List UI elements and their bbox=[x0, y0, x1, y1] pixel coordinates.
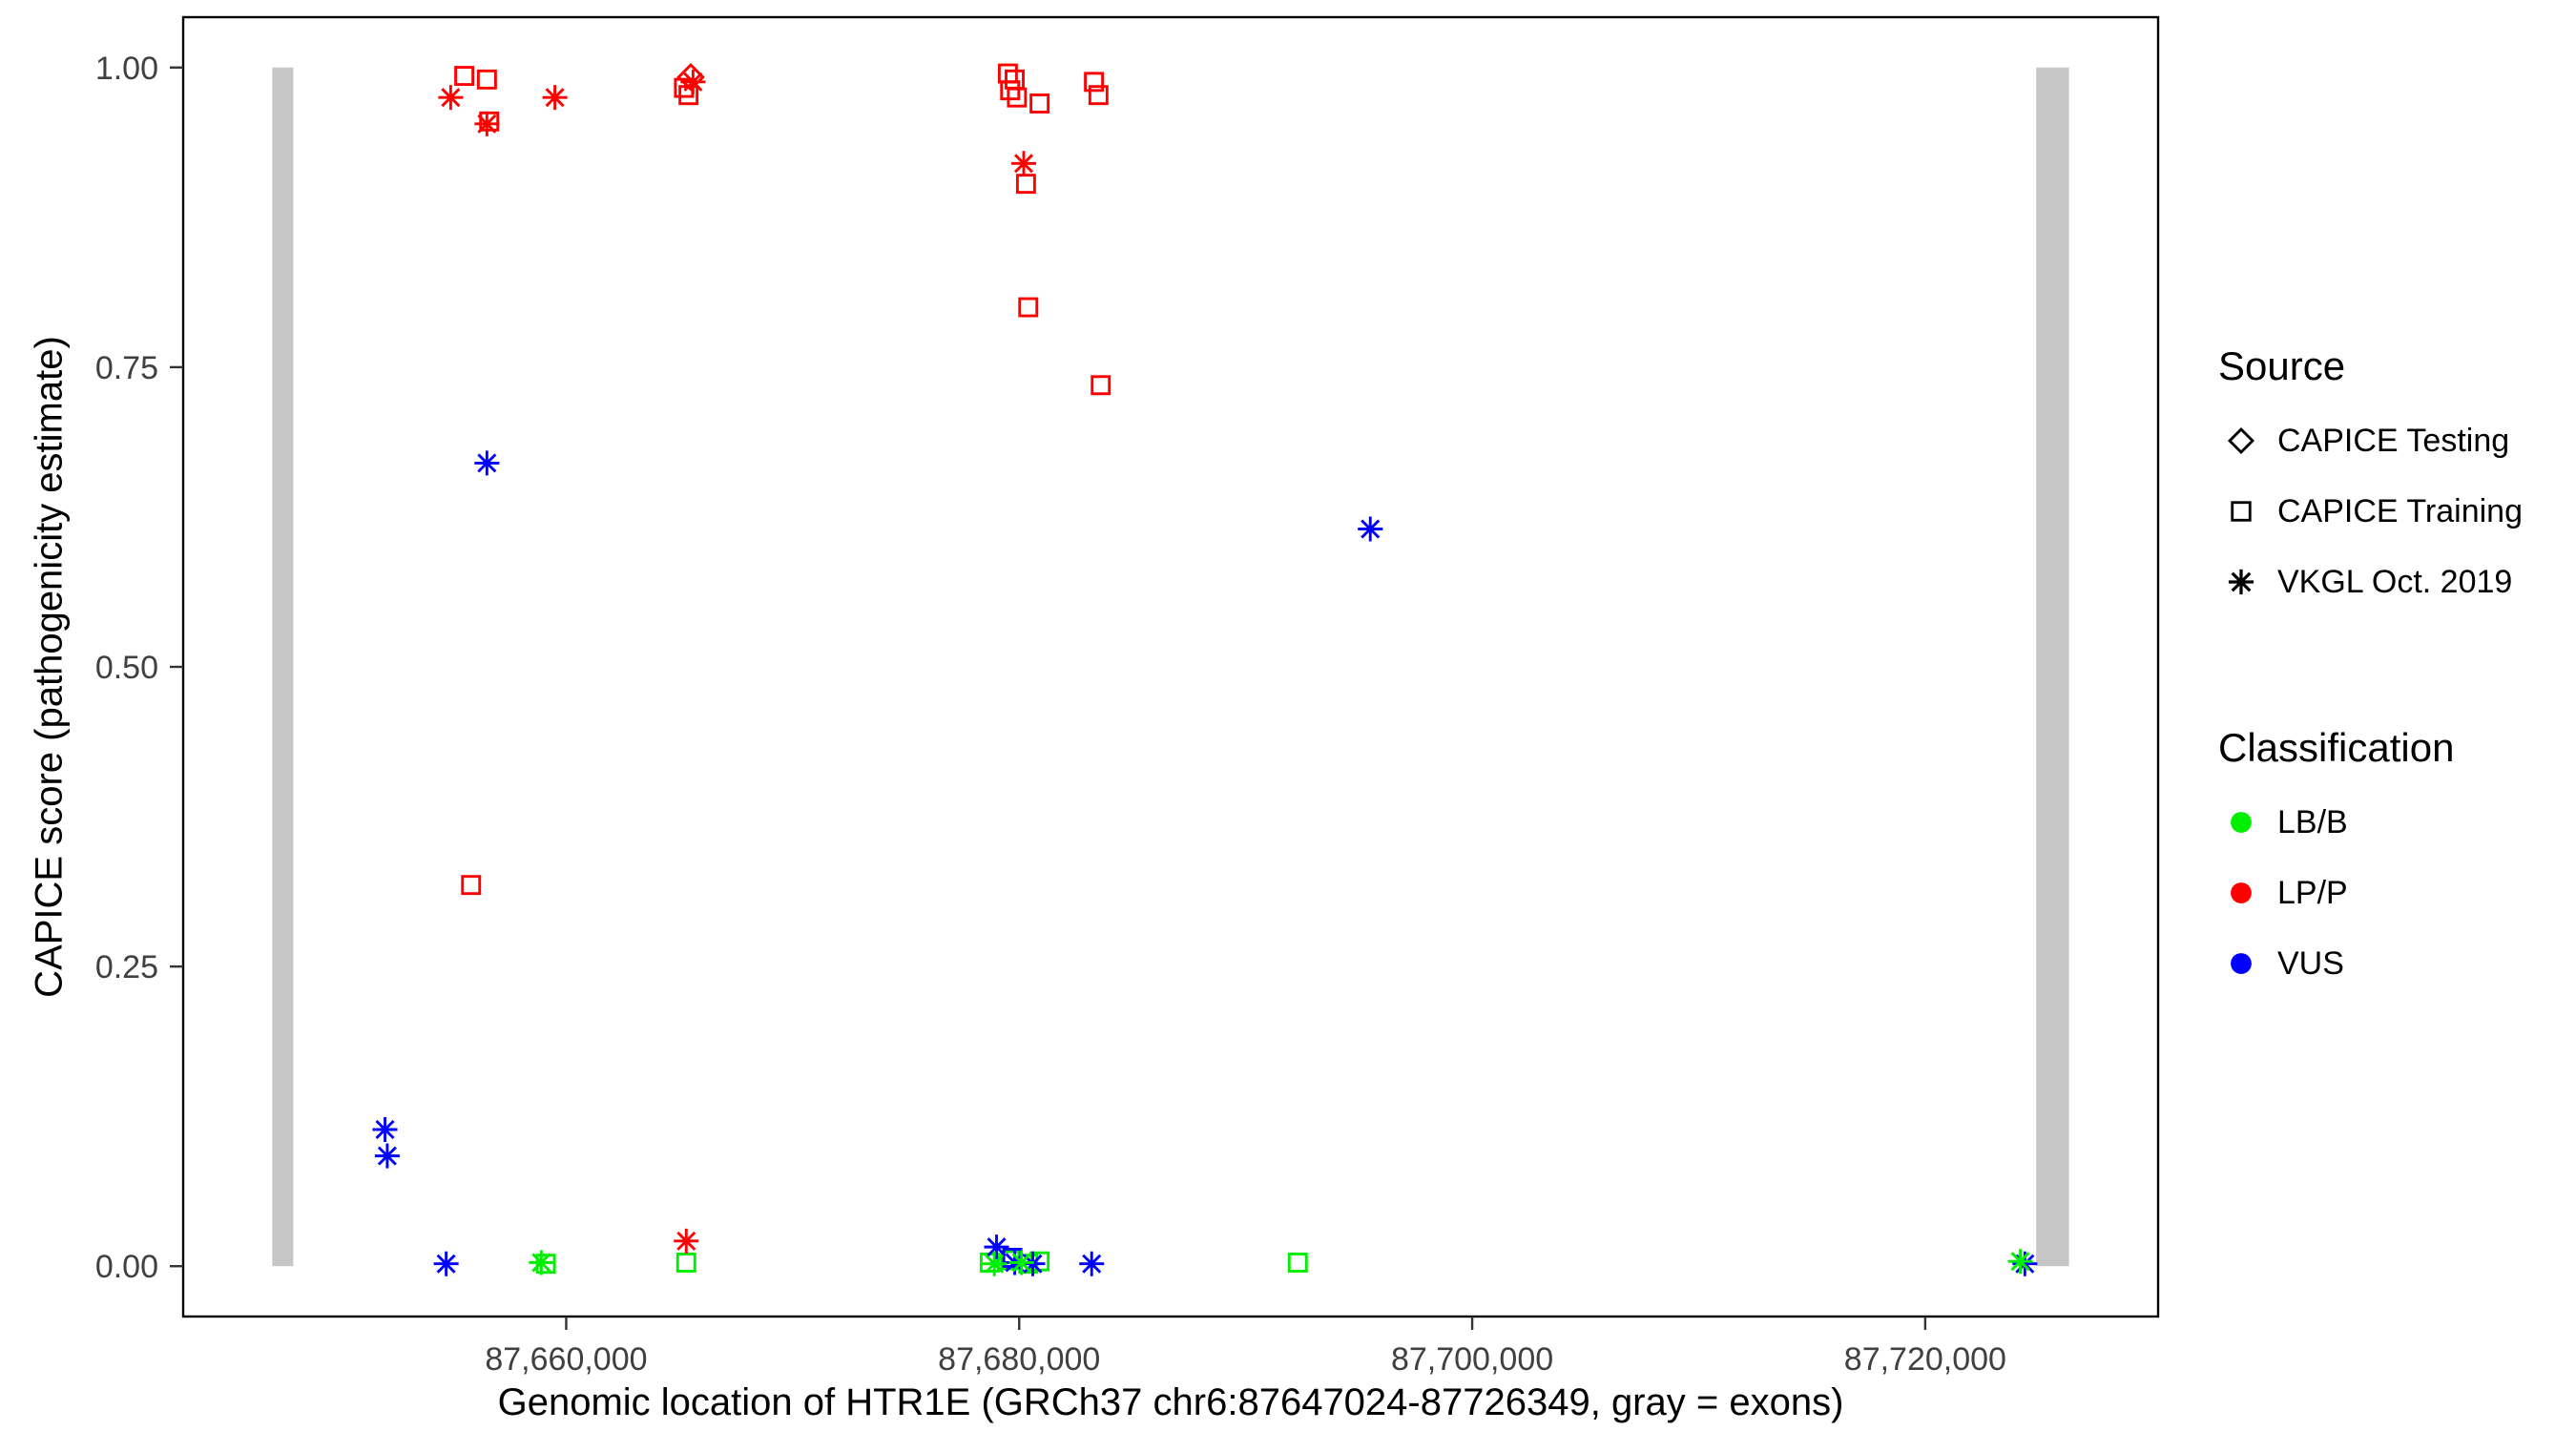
y-tick-label: 0.00 bbox=[95, 1249, 158, 1285]
data-point-asterisk bbox=[374, 1143, 400, 1169]
data-point-asterisk bbox=[433, 1251, 459, 1276]
data-point-asterisk bbox=[2007, 1249, 2033, 1275]
green-dot-icon bbox=[2231, 812, 2252, 833]
data-point-square bbox=[479, 111, 500, 132]
x-axis-title: Genomic location of HTR1E (GRCh37 chr6:8… bbox=[497, 1381, 1844, 1423]
data-point-square bbox=[1084, 72, 1105, 93]
x-tick-label: 87,680,000 bbox=[938, 1341, 1100, 1378]
legend-item-label: LB/B bbox=[2277, 803, 2348, 840]
legend-item-label: CAPICE Testing bbox=[2277, 422, 2510, 459]
data-point-square bbox=[454, 66, 475, 87]
x-tick-label: 87,720,000 bbox=[1844, 1341, 2006, 1378]
data-point-asterisk bbox=[529, 1250, 554, 1275]
legend-item-capice-testing: CAPICE Testing bbox=[2218, 418, 2523, 464]
legend-source-title: Source bbox=[2218, 343, 2346, 388]
data-point-square bbox=[1005, 69, 1025, 90]
legend-classification-title: Classification bbox=[2218, 725, 2455, 770]
x-tick-label: 87,700,000 bbox=[1391, 1341, 1553, 1378]
data-point-square bbox=[1007, 87, 1028, 108]
data-point-square bbox=[1287, 1253, 1308, 1273]
data-point-asterisk bbox=[680, 69, 706, 94]
y-tick-label: 0.75 bbox=[95, 350, 158, 386]
legend-item-label: CAPICE Training bbox=[2277, 492, 2523, 529]
data-point-asterisk bbox=[982, 1251, 1008, 1276]
data-point-asterisk bbox=[984, 1234, 1009, 1260]
legend-item-label: VUS bbox=[2277, 944, 2344, 982]
y-axis-title: CAPICE score (pathogenicity estimate) bbox=[28, 336, 71, 998]
diamond-icon bbox=[2227, 426, 2255, 455]
data-point-asterisk bbox=[474, 450, 500, 476]
y-tick-label: 0.50 bbox=[95, 650, 158, 686]
data-point-square bbox=[997, 63, 1018, 84]
legend-item-vus: VUS bbox=[2218, 941, 2523, 986]
y-tick-label: 1.00 bbox=[95, 51, 158, 87]
data-point-asterisk bbox=[674, 1228, 699, 1254]
legend-item-lpp: LP/P bbox=[2218, 870, 2523, 916]
square-icon bbox=[2231, 501, 2252, 522]
data-point-asterisk bbox=[474, 111, 500, 136]
y-tick-label: 0.25 bbox=[95, 949, 158, 985]
asterisk-icon bbox=[2228, 569, 2254, 595]
x-tick-label: 87,660,000 bbox=[485, 1341, 647, 1378]
legend-item-label: VKGL Oct. 2019 bbox=[2277, 563, 2513, 600]
data-point-square bbox=[1018, 297, 1039, 318]
legend-item-capice-training: CAPICE Training bbox=[2218, 488, 2523, 534]
blue-dot-icon bbox=[2231, 953, 2252, 974]
data-point-square bbox=[1091, 375, 1111, 396]
data-point-asterisk bbox=[1008, 1250, 1034, 1275]
data-point-square bbox=[1088, 85, 1109, 106]
data-point-square bbox=[1000, 80, 1021, 101]
legend-item-label: LP/P bbox=[2277, 874, 2348, 911]
data-point-square bbox=[476, 69, 497, 90]
exon-bar bbox=[2036, 67, 2069, 1267]
exon-bar bbox=[272, 67, 294, 1267]
data-point-asterisk bbox=[2012, 1251, 2038, 1276]
data-point-square bbox=[461, 875, 482, 896]
data-point-square bbox=[678, 85, 699, 106]
data-point-asterisk bbox=[542, 85, 568, 111]
data-point-asterisk bbox=[1358, 516, 1383, 542]
data-point-square bbox=[675, 1253, 696, 1273]
data-point-square bbox=[1029, 93, 1050, 114]
legend: Source CAPICE Testing CAPICE Training VK… bbox=[2218, 343, 2523, 1011]
data-point-asterisk bbox=[1079, 1251, 1105, 1276]
data-point-square bbox=[1015, 174, 1036, 195]
data-point-asterisk bbox=[1011, 151, 1037, 176]
data-point-asterisk bbox=[438, 85, 464, 111]
panel-border bbox=[181, 15, 2160, 1318]
red-dot-icon bbox=[2231, 882, 2252, 903]
legend-item-vkgl: VKGL Oct. 2019 bbox=[2218, 559, 2523, 605]
legend-item-lbb: LB/B bbox=[2218, 799, 2523, 845]
data-point-asterisk bbox=[372, 1116, 398, 1142]
